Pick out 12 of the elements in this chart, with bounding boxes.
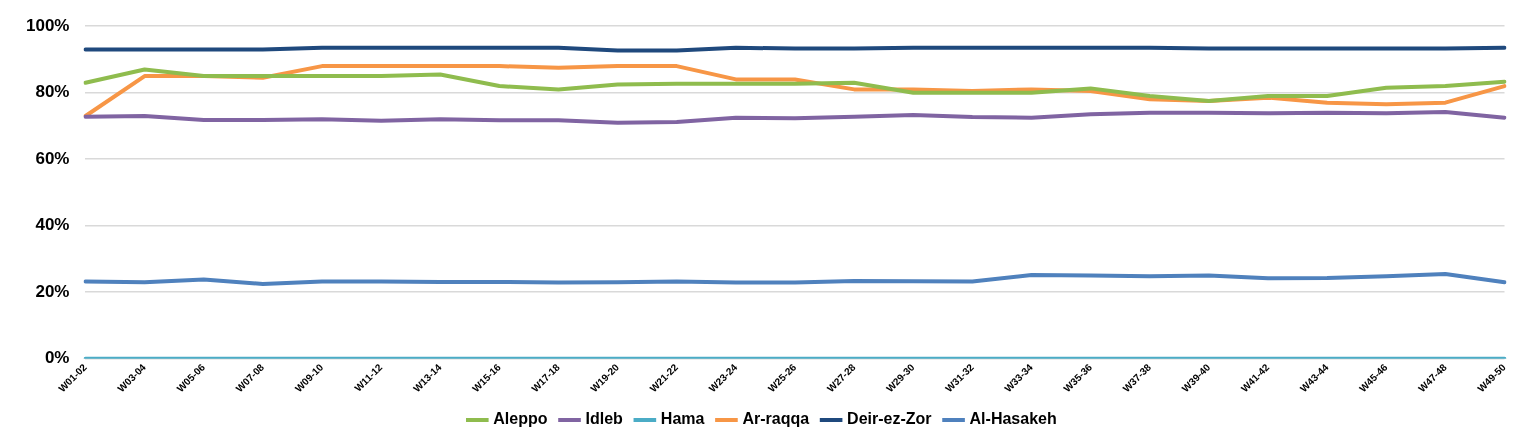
y-tick-label: 40%	[35, 215, 70, 235]
legend-label: Deir-ez-Zor	[847, 410, 932, 428]
legend-label: Idleb	[585, 410, 624, 428]
y-tick-label: 80%	[35, 82, 70, 102]
y-tick-label: 60%	[35, 148, 70, 168]
y-tick-label: 20%	[35, 281, 70, 301]
legend-label: Al-Hasakeh	[969, 410, 1057, 428]
y-tick-label: 100%	[26, 15, 70, 35]
legend-label: Aleppo	[493, 410, 548, 428]
legend-label: Hama	[660, 410, 705, 428]
y-tick-label: 0%	[44, 348, 70, 368]
legend-label: Ar-raqqa	[742, 410, 810, 428]
